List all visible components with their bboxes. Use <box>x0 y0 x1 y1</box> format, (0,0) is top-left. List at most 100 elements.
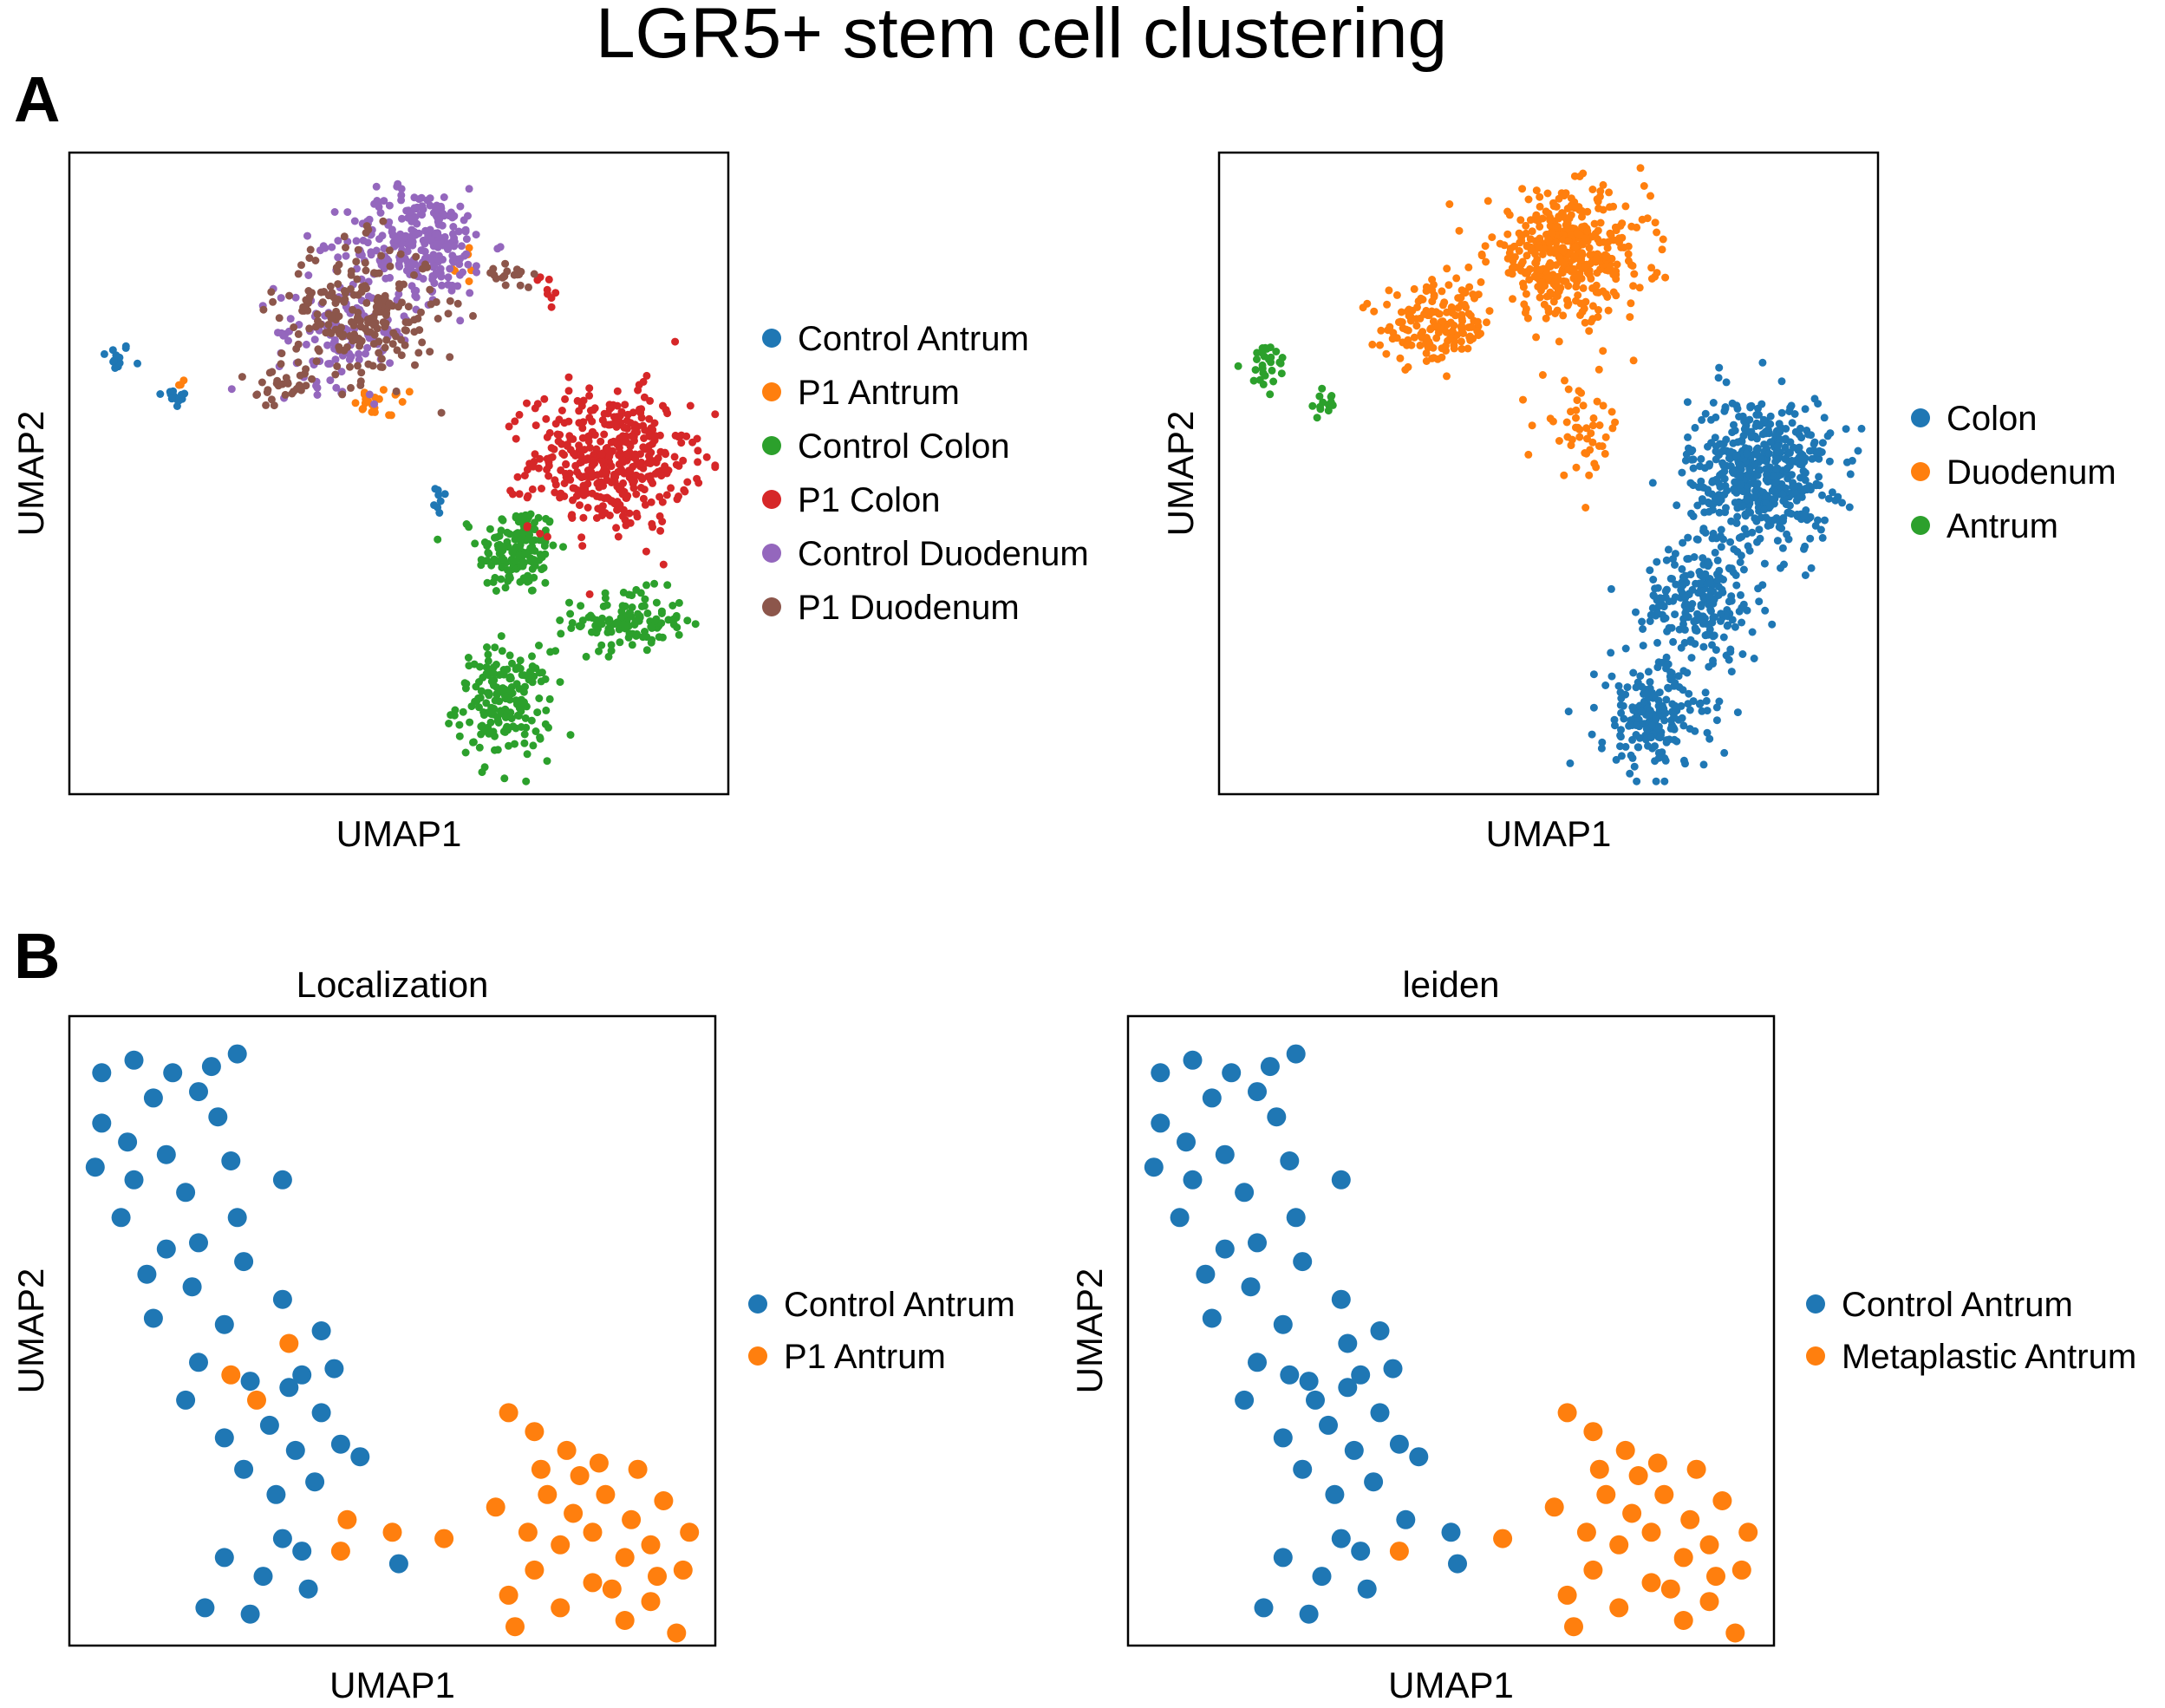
data-point <box>1202 1088 1222 1108</box>
data-point <box>1600 238 1608 246</box>
data-point <box>1692 579 1700 588</box>
data-point <box>536 733 545 741</box>
data-point <box>693 434 701 443</box>
data-point <box>528 586 537 595</box>
data-point <box>512 680 521 688</box>
data-point <box>435 215 443 224</box>
data-point <box>528 485 537 493</box>
data-point <box>1518 185 1527 193</box>
data-point <box>1664 545 1673 554</box>
data-point <box>1404 362 1412 371</box>
data-point <box>1646 617 1654 625</box>
data-point <box>312 357 321 366</box>
data-point <box>1620 714 1628 723</box>
data-point <box>1389 1542 1409 1561</box>
data-point <box>1815 473 1823 481</box>
data-point <box>556 431 564 439</box>
data-point <box>1755 597 1764 606</box>
data-point <box>1790 482 1799 491</box>
data-point <box>566 610 575 618</box>
data-point <box>1679 538 1687 547</box>
x-axis-label: UMAP1 <box>1388 1665 1514 1705</box>
data-point <box>641 1535 661 1555</box>
data-point <box>1706 605 1715 614</box>
data-point <box>1583 227 1592 236</box>
data-point <box>375 203 383 212</box>
data-point <box>499 670 508 679</box>
data-point <box>288 389 297 398</box>
data-point <box>1457 293 1465 302</box>
data-point <box>525 1560 545 1580</box>
data-point <box>349 305 357 314</box>
data-point <box>639 494 648 503</box>
data-point <box>1689 697 1698 706</box>
data-point <box>1801 405 1810 414</box>
plot-frame <box>1126 1014 1776 1647</box>
data-point <box>484 668 492 677</box>
data-point <box>1443 264 1451 273</box>
data-point <box>503 538 512 546</box>
data-point <box>1560 192 1568 200</box>
data-point <box>464 654 473 662</box>
data-point <box>479 711 488 720</box>
data-point <box>1705 460 1714 468</box>
data-point <box>1617 726 1625 734</box>
data-point <box>1644 668 1653 676</box>
data-point <box>348 318 355 326</box>
data-point <box>1591 229 1600 238</box>
data-point <box>346 362 354 371</box>
data-point <box>626 518 635 527</box>
data-point <box>584 432 592 440</box>
data-point <box>1388 335 1397 343</box>
data-point <box>1614 681 1623 690</box>
data-point <box>1629 282 1638 290</box>
data-point <box>1693 535 1702 544</box>
data-point <box>501 713 510 721</box>
data-point <box>221 1151 241 1170</box>
data-point <box>1235 1390 1255 1410</box>
data-point <box>1396 354 1405 362</box>
data-point <box>382 1522 402 1542</box>
data-point <box>622 1509 642 1529</box>
data-point <box>648 1567 667 1587</box>
data-point <box>1607 231 1615 239</box>
data-point <box>176 1183 196 1203</box>
data-point <box>577 602 585 610</box>
data-point <box>305 324 314 333</box>
data-point <box>564 373 573 381</box>
data-point <box>602 468 610 477</box>
data-point <box>1756 534 1764 543</box>
data-point <box>531 450 539 459</box>
data-point <box>1672 580 1680 589</box>
data-point <box>337 323 346 332</box>
data-point <box>1636 164 1645 173</box>
data-point <box>1702 630 1711 639</box>
data-point <box>1536 192 1544 201</box>
data-point <box>365 390 374 399</box>
data-point <box>561 394 570 403</box>
data-point <box>1686 637 1695 646</box>
data-point <box>1818 439 1827 447</box>
series-1 <box>1389 1403 1758 1643</box>
data-point <box>1579 240 1587 249</box>
data-point <box>578 447 587 454</box>
data-point <box>1609 1535 1629 1555</box>
data-point <box>361 258 369 267</box>
series-2 <box>434 510 700 786</box>
data-point <box>620 423 629 432</box>
data-point <box>1678 714 1686 722</box>
data-point <box>366 328 375 336</box>
data-point <box>334 253 342 262</box>
data-point <box>1652 777 1660 786</box>
data-point <box>1627 222 1636 231</box>
data-point <box>266 1484 286 1504</box>
data-point <box>269 297 277 306</box>
data-point <box>1744 542 1752 551</box>
data-point <box>418 211 427 219</box>
data-point <box>1648 479 1657 487</box>
data-point <box>1709 632 1718 641</box>
data-point <box>1589 703 1598 712</box>
data-point <box>1722 504 1730 512</box>
data-point <box>1570 172 1579 180</box>
data-point <box>364 360 373 368</box>
